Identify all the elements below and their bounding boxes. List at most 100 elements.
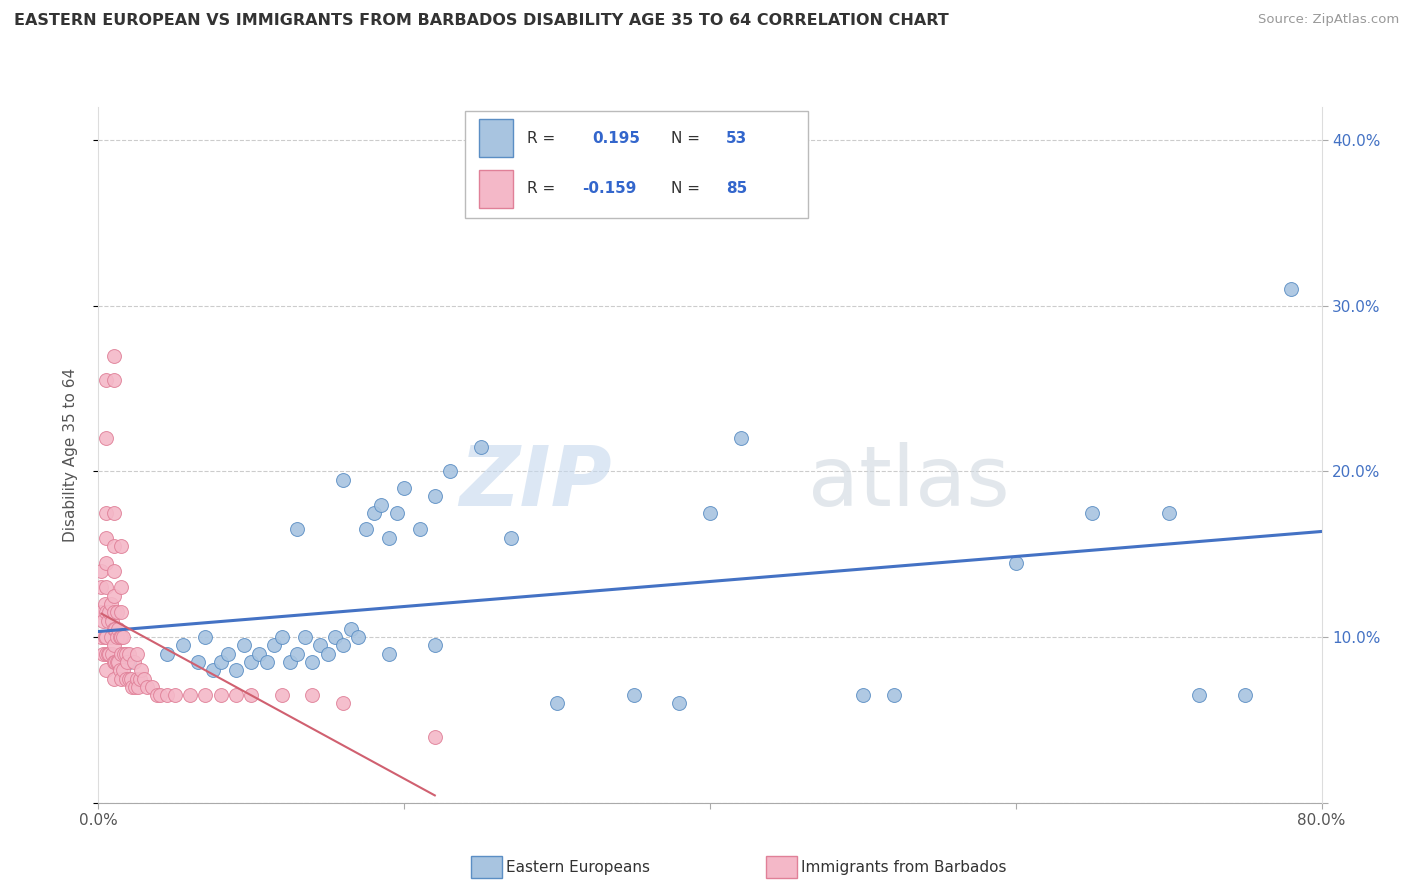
Point xyxy=(103,349,125,363)
Point xyxy=(98,605,121,619)
Point xyxy=(112,647,135,661)
Point xyxy=(136,680,159,694)
Point xyxy=(247,647,270,661)
Point xyxy=(194,630,217,644)
Point xyxy=(97,614,120,628)
Point xyxy=(309,639,332,653)
Point xyxy=(378,647,401,661)
Point xyxy=(1188,688,1211,702)
Point xyxy=(501,531,523,545)
Point xyxy=(285,523,308,537)
Point xyxy=(145,688,167,702)
Point xyxy=(108,630,131,644)
Point xyxy=(107,622,129,636)
Point xyxy=(103,605,125,619)
Point xyxy=(101,647,124,661)
Text: atlas: atlas xyxy=(808,442,1010,524)
Point xyxy=(332,697,354,711)
Point xyxy=(91,614,114,628)
Point xyxy=(94,556,117,570)
Point xyxy=(163,688,186,702)
Point xyxy=(470,440,492,454)
Point xyxy=(103,655,125,669)
Point xyxy=(408,523,430,537)
Point xyxy=(90,605,112,619)
Point xyxy=(93,597,115,611)
Point xyxy=(149,688,172,702)
Point xyxy=(217,647,239,661)
Point xyxy=(1279,282,1302,296)
Point xyxy=(108,663,131,677)
Point xyxy=(423,489,446,503)
Point xyxy=(103,564,125,578)
Point xyxy=(94,630,117,644)
Point xyxy=(91,647,114,661)
Point xyxy=(117,655,139,669)
Point xyxy=(104,622,127,636)
Point xyxy=(93,630,115,644)
Point xyxy=(301,655,323,669)
Point xyxy=(100,630,122,644)
Point xyxy=(852,688,875,702)
Point xyxy=(110,605,132,619)
Point xyxy=(347,630,370,644)
Point xyxy=(270,630,292,644)
Point xyxy=(128,672,150,686)
Point xyxy=(141,680,163,694)
Point xyxy=(101,614,124,628)
Point xyxy=(104,655,127,669)
Point xyxy=(94,647,117,661)
Point xyxy=(103,672,125,686)
Point xyxy=(97,647,120,661)
Point xyxy=(156,647,179,661)
Point xyxy=(118,647,141,661)
Point xyxy=(623,688,645,702)
Point xyxy=(285,647,308,661)
Point xyxy=(301,688,323,702)
Point xyxy=(105,630,128,644)
Point xyxy=(699,506,721,520)
Point xyxy=(129,663,152,677)
Point xyxy=(332,473,354,487)
Point xyxy=(363,506,385,520)
Point xyxy=(115,672,138,686)
Point xyxy=(94,431,117,445)
Point xyxy=(122,655,145,669)
Point xyxy=(94,605,117,619)
Point xyxy=(194,688,217,702)
Point xyxy=(103,622,125,636)
Text: Source: ZipAtlas.com: Source: ZipAtlas.com xyxy=(1258,13,1399,27)
Point xyxy=(121,680,143,694)
Text: EASTERN EUROPEAN VS IMMIGRANTS FROM BARBADOS DISABILITY AGE 35 TO 64 CORRELATION: EASTERN EUROPEAN VS IMMIGRANTS FROM BARB… xyxy=(14,13,949,29)
Point xyxy=(339,622,361,636)
Point xyxy=(392,481,416,495)
Point xyxy=(110,647,132,661)
Point xyxy=(278,655,301,669)
Point xyxy=(90,581,112,595)
Point xyxy=(125,647,148,661)
Point xyxy=(179,688,201,702)
Point xyxy=(94,373,117,387)
Point xyxy=(134,672,156,686)
Point xyxy=(105,655,128,669)
Point xyxy=(730,431,752,445)
Point xyxy=(111,663,134,677)
Point xyxy=(325,630,347,644)
Point xyxy=(883,688,905,702)
Point xyxy=(105,605,128,619)
Text: Eastern Europeans: Eastern Europeans xyxy=(506,860,650,874)
Point xyxy=(423,639,446,653)
Point xyxy=(668,697,690,711)
Point xyxy=(98,647,121,661)
Point xyxy=(263,639,285,653)
Point xyxy=(103,373,125,387)
Point xyxy=(115,647,138,661)
Point xyxy=(209,655,232,669)
Point xyxy=(103,539,125,553)
Point xyxy=(294,630,316,644)
Point xyxy=(240,688,263,702)
Text: ZIP: ZIP xyxy=(460,442,612,524)
Point xyxy=(120,672,142,686)
Point xyxy=(316,647,339,661)
Point xyxy=(423,730,446,744)
